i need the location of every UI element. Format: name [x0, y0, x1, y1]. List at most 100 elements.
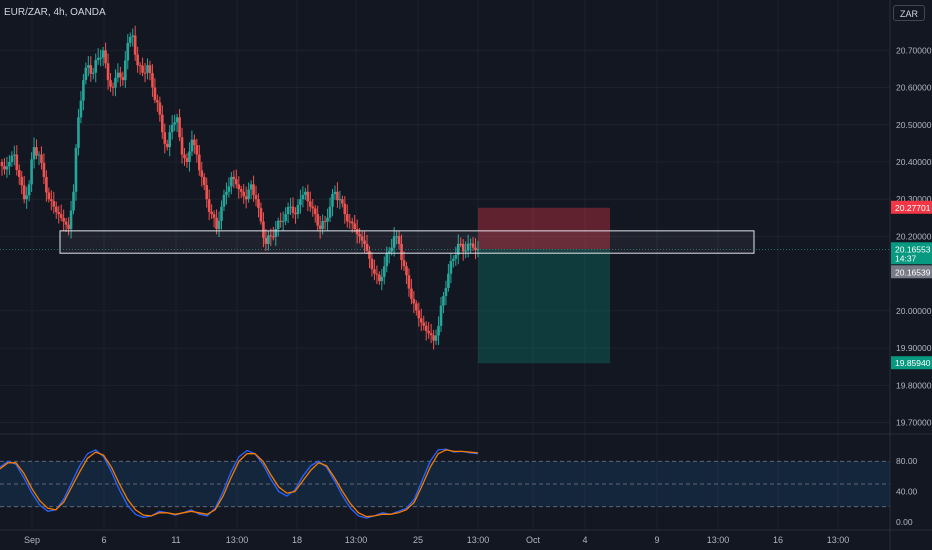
candle-body [382, 266, 386, 277]
candle-body [136, 54, 139, 66]
candle-body [476, 249, 480, 251]
candle-body [242, 191, 245, 197]
candle-body [173, 122, 176, 125]
candle-body [378, 274, 381, 282]
candle-body [321, 220, 324, 229]
x-tick-label: 9 [654, 535, 659, 545]
candle-body [432, 335, 435, 341]
candle-body [353, 223, 356, 229]
candle-body [264, 237, 268, 244]
candle-body [326, 217, 329, 222]
y-tick-label: 20.00000 [896, 306, 932, 316]
candle-body [247, 189, 250, 200]
candle-body [345, 214, 349, 222]
candle-body [200, 170, 204, 177]
candle-body [138, 65, 142, 67]
candle-body [30, 159, 33, 185]
candle-body [365, 243, 369, 251]
candle-body [252, 184, 255, 196]
candle-body [397, 236, 401, 244]
candle-body [180, 137, 184, 155]
candle-body [175, 117, 179, 123]
y-tick-label: 20.30000 [896, 194, 932, 204]
candle-body [459, 243, 463, 245]
last-price-label-bg [891, 242, 932, 265]
candle-body [296, 205, 300, 215]
candle-body [257, 199, 260, 209]
y-tick-label: 20.60000 [896, 83, 932, 93]
candle-body [249, 184, 253, 190]
candle-body [79, 100, 83, 118]
candle-body [74, 147, 78, 192]
candle-body [269, 235, 273, 237]
candle-body [148, 65, 152, 74]
candle-body [237, 184, 241, 190]
candle-body [471, 243, 475, 248]
currency-button[interactable]: ZAR [893, 5, 925, 21]
candle-body [96, 57, 100, 61]
candle-body [358, 234, 361, 237]
stoch-k-line [0, 448, 479, 519]
candle-body [444, 287, 448, 296]
candle-body [13, 154, 16, 156]
candle-body [412, 299, 416, 304]
candle-body [54, 206, 58, 213]
candle-body [220, 206, 223, 221]
candle-body [22, 185, 26, 200]
y-tick-label: 20.50000 [896, 120, 932, 130]
candle-body [52, 200, 56, 207]
x-tick-label: 25 [413, 535, 423, 545]
candle-body [259, 208, 263, 222]
candle-body [20, 176, 24, 186]
candle-body [165, 143, 169, 148]
candle-body [456, 243, 460, 255]
candle-body [385, 253, 389, 267]
candle-body [64, 221, 68, 225]
short-position-tool[interactable] [478, 207, 610, 364]
candle-body [8, 162, 11, 167]
candle-body [316, 214, 319, 226]
candle-body [133, 35, 137, 55]
bid-price-label-bg [891, 265, 932, 279]
candle-body [225, 191, 228, 195]
candle-body [304, 191, 307, 195]
symbol-title[interactable]: EUR/ZAR, 4h, OANDA [4, 7, 106, 18]
candle-body [82, 80, 85, 101]
candle-body [116, 72, 120, 78]
candle-body [5, 166, 9, 170]
support-zone-rectangle[interactable] [0, 230, 890, 254]
grid [0, 0, 890, 530]
candle-body [235, 179, 238, 185]
osc-y-tick-label: 0.00 [896, 517, 913, 527]
candle-body [195, 145, 199, 155]
candle-body [170, 124, 174, 133]
x-tick-label: Oct [526, 535, 541, 545]
candle-body [375, 273, 379, 275]
candle-body [387, 251, 391, 254]
stop-price-label-bg [891, 200, 932, 214]
candle-body [183, 154, 186, 159]
candle-body [87, 65, 90, 68]
candle-body [91, 72, 95, 74]
candle-body [452, 258, 455, 262]
candle-body [227, 186, 231, 192]
candle-body [128, 36, 132, 43]
candle-body [32, 147, 36, 160]
candle-body [262, 221, 265, 238]
x-tick-label: 18 [292, 535, 302, 545]
candle-body [104, 50, 107, 64]
candle-body [299, 199, 302, 206]
candle-body [434, 335, 438, 341]
candle-body [230, 176, 233, 187]
candle-body [469, 243, 472, 245]
target-price-label: 19.85940 [895, 358, 931, 368]
candle-body [17, 169, 21, 177]
candle-body [161, 114, 164, 133]
candle-body [392, 236, 396, 248]
candle-body [109, 80, 112, 87]
candle-body [77, 117, 80, 148]
candle-body [190, 139, 194, 152]
last-price-label: 20.16553 [895, 244, 931, 254]
